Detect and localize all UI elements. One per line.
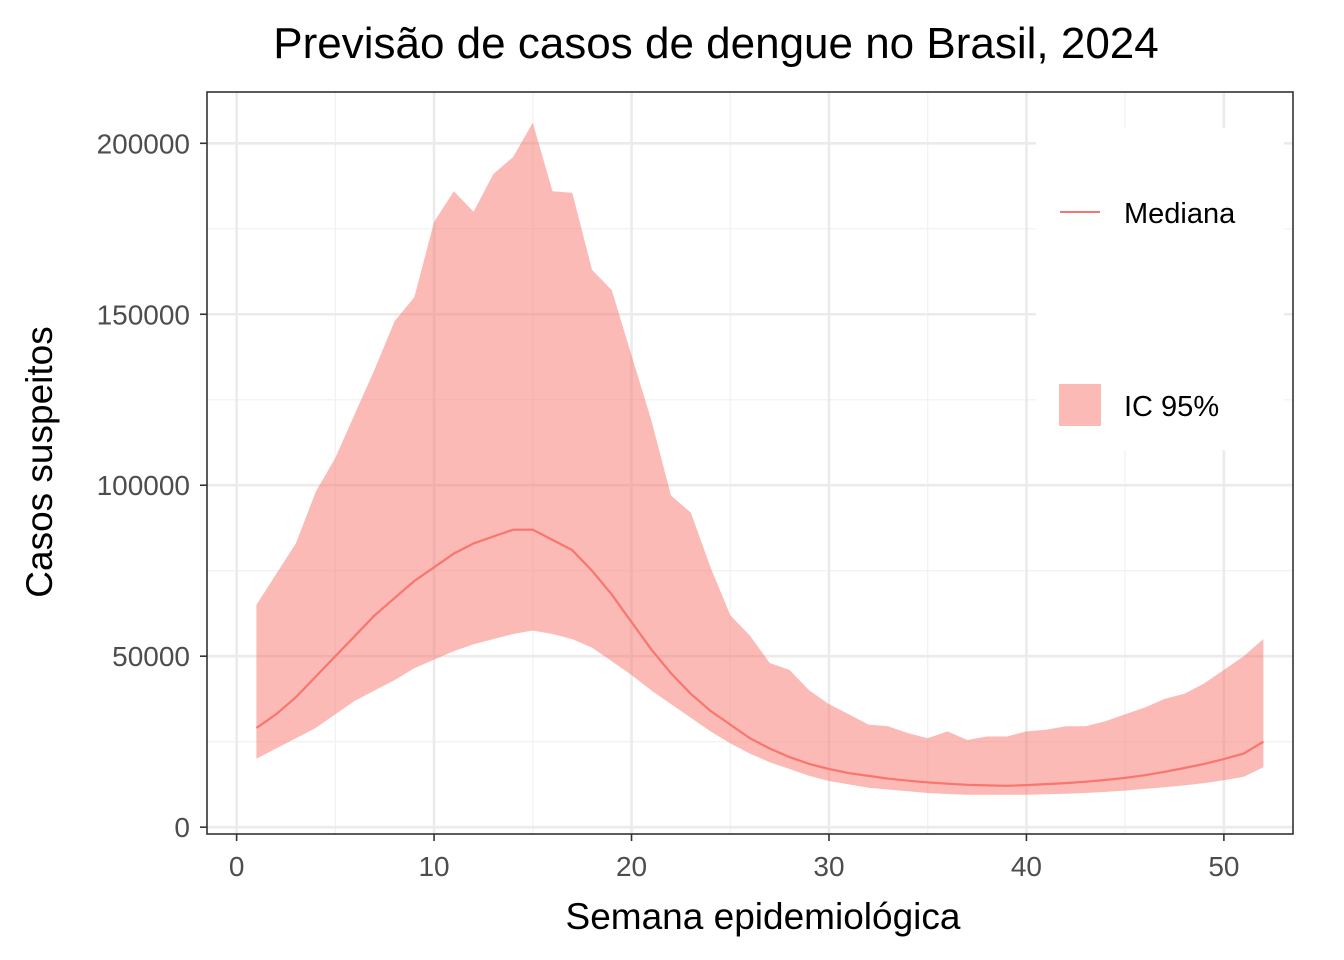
y-axis-title: Casos suspeitos xyxy=(19,326,60,597)
x-axis: 0 10 20 30 40 50 xyxy=(229,834,1239,882)
y-tick-label: 150000 xyxy=(97,299,190,330)
y-tick-label: 0 xyxy=(174,812,190,843)
legend: Mediana IC 95% xyxy=(1036,128,1284,450)
median-line xyxy=(255,528,1264,787)
y-tick-label: 50000 xyxy=(112,641,190,672)
x-tick-label: 20 xyxy=(616,851,647,882)
legend-key-band xyxy=(1059,384,1101,426)
x-tick-label: 10 xyxy=(418,851,449,882)
legend-label-median: Mediana xyxy=(1124,198,1236,230)
y-axis: 0 50000 100000 150000 200000 xyxy=(97,128,207,843)
x-tick-label: 40 xyxy=(1011,851,1042,882)
x-tick-label: 30 xyxy=(813,851,844,882)
panel-border xyxy=(206,91,1294,835)
x-axis-title: Semana epidemiológica xyxy=(566,896,961,937)
x-tick-label: 0 xyxy=(229,851,245,882)
confidence-band xyxy=(256,122,1264,795)
legend-label-band: IC 95% xyxy=(1124,391,1219,423)
y-tick-label: 200000 xyxy=(97,128,190,159)
chart-title: Previsão de casos de dengue no Brasil, 2… xyxy=(273,19,1158,68)
y-tick-label: 100000 xyxy=(97,470,190,501)
x-tick-label: 50 xyxy=(1208,851,1239,882)
